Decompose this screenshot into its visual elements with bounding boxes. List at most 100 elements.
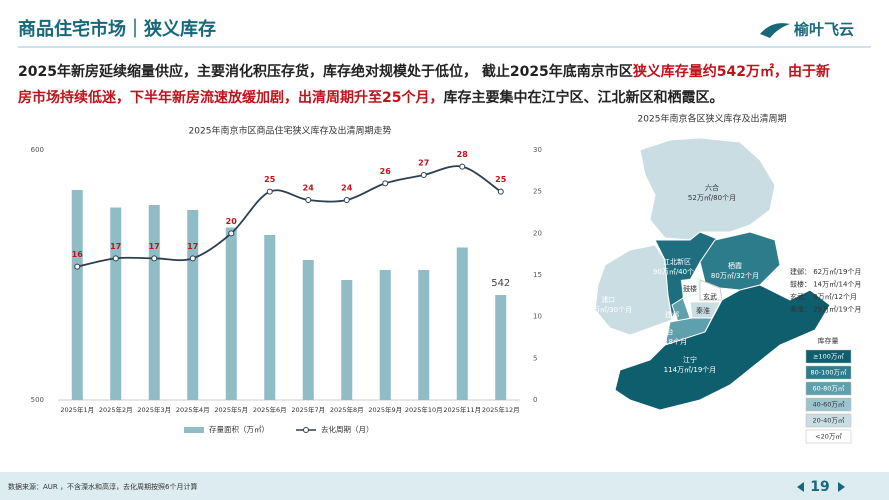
summary-text: 2025年新房延续缩量供应，主要消化积压存货，库存绝对规模处于低位， 截止202… xyxy=(18,63,633,80)
region-name: 建邺 xyxy=(665,310,679,319)
region-label: 52万㎡/80个月 xyxy=(688,194,736,202)
bar xyxy=(187,210,199,400)
bar xyxy=(148,205,160,400)
bar xyxy=(418,270,430,400)
line-point xyxy=(459,163,466,170)
legend-swatch xyxy=(303,427,309,433)
line-value-label: 16 xyxy=(72,250,84,259)
summary-highlight: 狭义库存量约542万㎡，由于新 xyxy=(632,63,830,80)
bar xyxy=(341,280,353,400)
line-value-label: 25 xyxy=(264,175,276,184)
legend-title: 库存量 xyxy=(818,336,839,345)
x-tick-label: 2025年1月 xyxy=(60,405,94,414)
y2-tick-label: 15 xyxy=(533,271,542,279)
line-value-label: 17 xyxy=(187,242,198,251)
legend-item: 80-100万㎡ xyxy=(810,368,847,377)
line-value-label: 24 xyxy=(341,184,353,193)
summary-line: 房市场持续低迷，下半年新房流速放缓加剧，出清周期升至25个月，库存主要集中在江宁… xyxy=(18,89,723,106)
region-name: 雨花台 xyxy=(653,327,674,336)
map-note: 鼓楼： 14万㎡/14个月 xyxy=(790,280,861,289)
line-point xyxy=(343,197,350,203)
line-point xyxy=(497,188,504,195)
y-tick-label: 600 xyxy=(31,146,44,154)
line-point xyxy=(266,188,273,195)
map-note: 建邺： 62万㎡/19个月 xyxy=(790,267,861,276)
next-arrow[interactable] xyxy=(838,482,845,492)
prev-arrow[interactable] xyxy=(797,482,804,492)
line-point xyxy=(189,255,196,262)
region-label: 90万㎡/40个月 xyxy=(653,268,701,276)
x-tick-label: 2025年5月 xyxy=(214,405,248,414)
legend-item: 40-60万㎡ xyxy=(813,400,845,409)
region-name: 鼓楼 xyxy=(683,284,697,293)
logo-text: 榆叶飞云 xyxy=(794,21,854,39)
y2-tick-label: 0 xyxy=(533,396,537,404)
x-tick-label: 2025年9月 xyxy=(368,405,402,414)
bar xyxy=(456,247,468,400)
region-pukou xyxy=(594,244,673,336)
region-liuhe xyxy=(639,137,776,241)
region-jiangning xyxy=(614,284,831,411)
x-tick-label: 2025年11月 xyxy=(443,405,481,414)
legend-box xyxy=(805,429,852,444)
bar-value-label: 542 xyxy=(491,278,510,289)
x-tick-label: 2025年3月 xyxy=(137,405,171,414)
region-name: 江北新区 xyxy=(663,257,691,266)
legend-box xyxy=(805,349,852,364)
map-note: 秦淮： 29万㎡/19个月 xyxy=(790,305,861,314)
x-tick-label: 2025年6月 xyxy=(253,405,287,414)
bar xyxy=(495,295,507,400)
map-title: 2025年南京各区狭义库存及出清周期 xyxy=(638,113,787,125)
footer-band xyxy=(0,472,889,500)
y2-tick-label: 10 xyxy=(533,313,542,321)
y-tick-label: 500 xyxy=(31,396,44,404)
x-tick-label: 2025年10月 xyxy=(405,405,443,414)
line-value-label: 25 xyxy=(495,175,507,184)
bar xyxy=(110,207,122,400)
legend-item: 60-80万㎡ xyxy=(813,384,845,393)
page-number: 19 xyxy=(810,479,829,495)
line-point xyxy=(420,172,427,178)
y2-tick-label: 5 xyxy=(533,354,537,362)
legend-box xyxy=(805,365,852,380)
legend-swatch xyxy=(184,427,204,433)
legend-label: 存量面积（万㎡） xyxy=(209,424,269,434)
y2-tick-label: 20 xyxy=(533,229,542,237)
line-value-label: 17 xyxy=(149,242,160,251)
region-name: 秦淮 xyxy=(696,306,710,315)
x-tick-label: 2025年8月 xyxy=(330,405,364,414)
region-label: 43万㎡/18个月 xyxy=(639,338,687,346)
legend-label: 去化周期（月） xyxy=(321,424,374,434)
legend-item: <20万㎡ xyxy=(815,432,842,441)
line-value-label: 28 xyxy=(457,150,469,159)
line-value-label: 20 xyxy=(226,217,238,226)
line-value-label: 26 xyxy=(380,167,392,176)
x-tick-label: 2025年4月 xyxy=(176,405,210,414)
x-tick-label: 2025年7月 xyxy=(291,405,325,414)
x-tick-label: 2025年12月 xyxy=(482,405,520,414)
bar xyxy=(264,235,276,400)
summary-line: 2025年新房延续缩量供应，主要消化积压存货，库存绝对规模处于低位， 截止202… xyxy=(18,63,830,80)
line-point xyxy=(74,263,81,270)
header-title: 商品住宅市场｜狭义库存 xyxy=(18,18,216,40)
y2-tick-label: 25 xyxy=(533,188,542,196)
chart-title: 2025年南京市区商品住宅狭义库存及出清周期走势 xyxy=(189,125,392,137)
line-point xyxy=(228,230,235,237)
summary-highlight: 房市场持续低迷，下半年新房流速放缓加剧，出清周期升至25个月， xyxy=(18,89,443,106)
bar xyxy=(379,270,391,400)
bar xyxy=(71,190,83,400)
line-point xyxy=(305,197,312,203)
line-point xyxy=(382,180,389,187)
footer-source: 数据来源：AUR ，不含溧水和高淳，去化周期按照6个月计算 xyxy=(8,482,197,491)
map-note: 玄武： 9万㎡/12个月 xyxy=(790,292,857,301)
logo-icon xyxy=(760,23,790,38)
line-value-label: 24 xyxy=(303,184,315,193)
legend-box xyxy=(805,381,852,396)
region-label: 80万㎡/32个月 xyxy=(711,272,759,280)
region-name: 浦口 xyxy=(601,295,615,304)
region-name: 江宁 xyxy=(683,355,697,364)
region-label: 114万㎡/19个月 xyxy=(664,366,717,374)
line-point xyxy=(112,255,119,262)
region-label: 51万㎡/30个月 xyxy=(584,306,632,314)
line-point xyxy=(151,255,158,262)
